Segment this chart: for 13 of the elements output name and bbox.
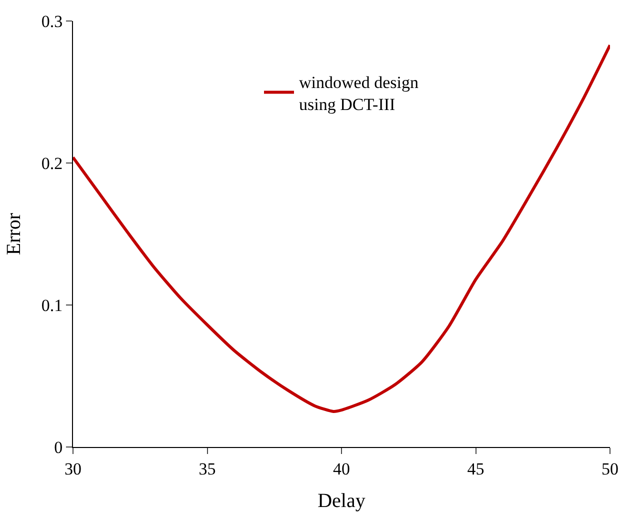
x-tick-label: 30 xyxy=(64,459,82,478)
x-tick-label: 35 xyxy=(198,459,216,478)
x-tick-label: 45 xyxy=(467,459,484,478)
y-tick-label: 0.3 xyxy=(41,12,63,31)
x-tick-label: 40 xyxy=(333,459,350,478)
line-series xyxy=(73,44,610,413)
y-axis-title: Error xyxy=(2,212,25,256)
y-tick-label: 0.2 xyxy=(41,154,63,173)
y-tick-label: 0 xyxy=(54,438,63,457)
x-tick-label: 50 xyxy=(602,459,618,478)
x-axis-title: Delay xyxy=(318,490,366,512)
y-tick-label: 0.1 xyxy=(41,296,63,315)
legend-label: windowed design using DCT-III xyxy=(299,72,419,114)
